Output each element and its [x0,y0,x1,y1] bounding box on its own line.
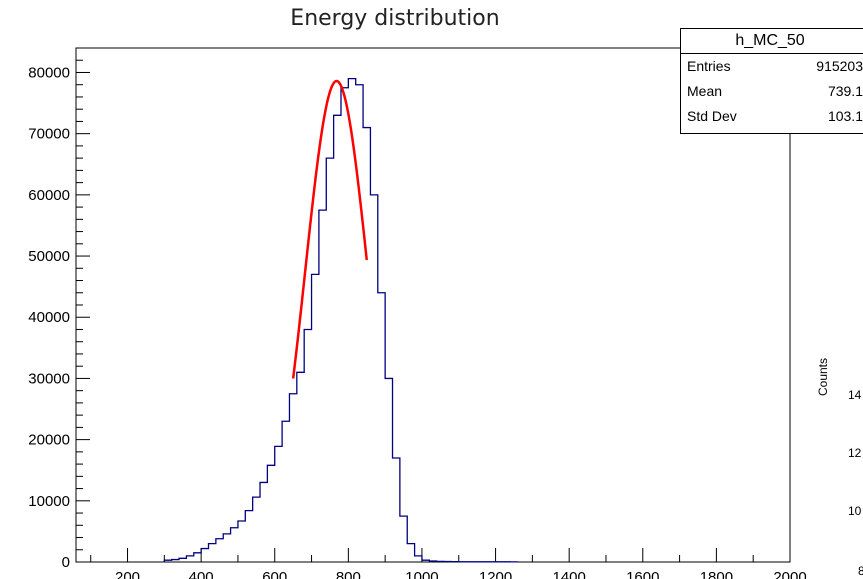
x-tick-label: 1800 [700,569,733,579]
side-panel-tick: 8 [858,564,863,578]
y-tick-label: 50000 [28,248,70,265]
x-tick-label: 1600 [626,569,659,579]
y-tick-label: 60000 [28,187,70,204]
y-tick-label: 30000 [28,370,70,387]
y-tick-label: 0 [62,554,70,571]
x-tick-label: 200 [115,569,140,579]
y-tick-label: 70000 [28,126,70,143]
y-tick-label: 80000 [28,64,70,81]
side-panel-tick: 14 [848,388,862,402]
x-tick-label: 2000 [773,569,806,579]
x-tick-label: 600 [262,569,287,579]
stats-value: 739.1 [827,83,863,99]
chart-title: Energy distribution [290,6,500,31]
x-tick-label: 1000 [405,569,438,579]
x-tick-label: 400 [189,569,214,579]
x-tick-label: 1400 [552,569,585,579]
stats-key: Entries [687,58,731,74]
y-tick-label: 40000 [28,309,70,326]
side-panel-ylabel: Counts [816,357,830,396]
stats-key: Std Dev [687,108,737,124]
gaussian-fit-line [291,79,368,379]
y-tick-label: 20000 [28,432,70,449]
x-tick-label: 800 [336,569,361,579]
x-tick-label: 1200 [479,569,512,579]
stats-row-std-dev: Std Dev 103.1 [681,104,863,129]
side-panel-tick: 12 [848,446,862,460]
stats-value: 915203 [816,58,863,74]
stats-box-title: h_MC_50 [681,29,863,54]
side-panel-tick: 10 [848,504,862,518]
stats-key: Mean [687,83,723,99]
histogram-series [163,77,519,563]
stats-box: h_MC_50 Entries 915203 Mean 739.1 Std De… [680,28,863,134]
y-tick-label: 10000 [28,493,70,510]
stats-row-mean: Mean 739.1 [681,79,863,104]
stats-row-entries: Entries 915203 [681,54,863,79]
stats-value: 103.1 [827,108,863,124]
